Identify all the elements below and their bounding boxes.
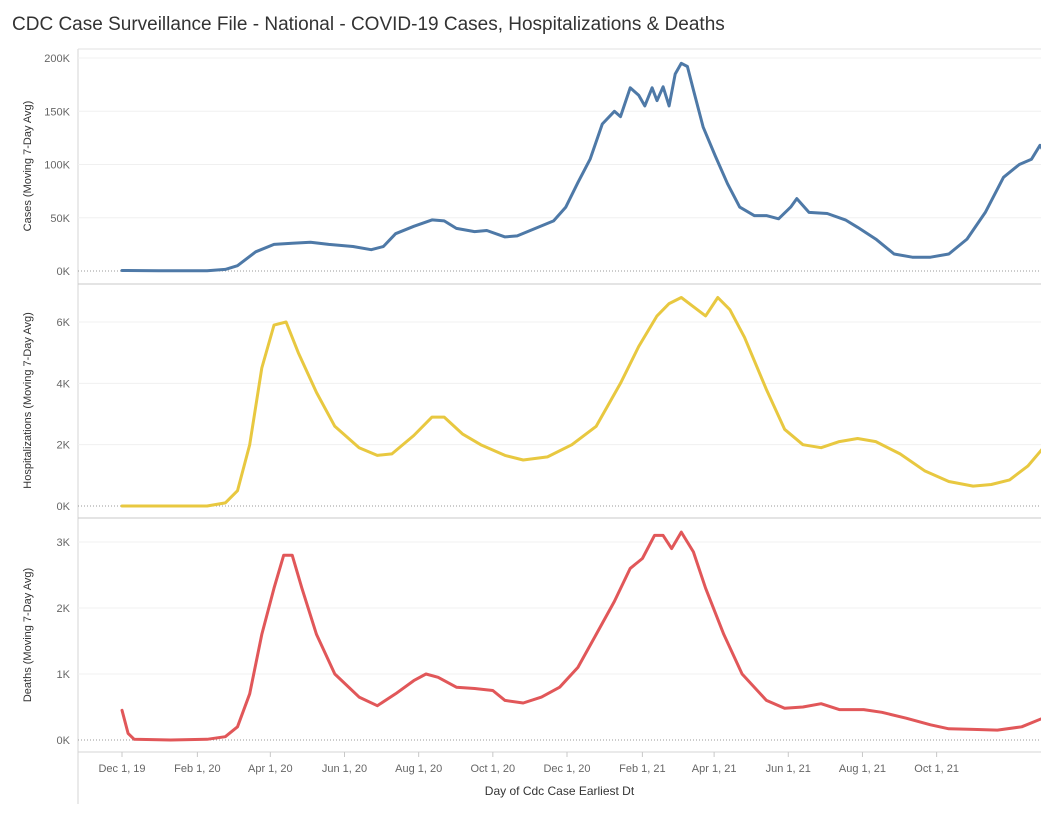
y-tick-label: 200K bbox=[44, 53, 70, 65]
y-tick-label: 0K bbox=[57, 735, 71, 747]
hospitalizations-axis-label: Hospitalizations (Moving 7-Day Avg) bbox=[22, 312, 34, 488]
page-title: CDC Case Surveillance File - National - … bbox=[12, 14, 725, 35]
y-tick-label: 0K bbox=[57, 501, 71, 513]
y-tick-label: 3K bbox=[57, 537, 71, 549]
x-tick-label: Dec 1, 20 bbox=[543, 763, 590, 775]
x-tick-label: Oct 1, 20 bbox=[471, 763, 516, 775]
x-tick-label: Aug 1, 21 bbox=[839, 763, 886, 775]
cases-series-line bbox=[120, 61, 1041, 273]
x-tick-label: Oct 1, 21 bbox=[914, 763, 959, 775]
x-tick-label: Apr 1, 20 bbox=[248, 763, 293, 775]
x-tick-label: Feb 1, 20 bbox=[174, 763, 220, 775]
y-tick-label: 150K bbox=[44, 106, 70, 118]
hospitalizations-series-line bbox=[120, 296, 1041, 508]
x-axis-label: Day of Cdc Case Earliest Dt bbox=[485, 784, 635, 798]
x-tick-label: Apr 1, 21 bbox=[692, 763, 737, 775]
y-tick-label: 4K bbox=[57, 378, 71, 390]
y-tick-label: 100K bbox=[44, 160, 70, 172]
x-tick-label: Dec 1, 19 bbox=[98, 763, 145, 775]
y-tick-label: 0K bbox=[57, 266, 71, 278]
deaths-axis-label: Deaths (Moving 7-Day Avg) bbox=[22, 568, 34, 702]
deaths-series-line bbox=[120, 530, 1041, 742]
cases-axis-label: Cases (Moving 7-Day Avg) bbox=[22, 101, 34, 232]
y-tick-label: 50K bbox=[50, 213, 70, 225]
x-tick-label: Aug 1, 20 bbox=[395, 763, 442, 775]
x-tick-label: Jun 1, 20 bbox=[322, 763, 367, 775]
y-tick-label: 2K bbox=[57, 440, 71, 452]
x-tick-label: Jun 1, 21 bbox=[766, 763, 811, 775]
y-tick-label: 2K bbox=[57, 603, 71, 615]
y-tick-label: 6K bbox=[57, 317, 71, 329]
x-tick-label: Feb 1, 21 bbox=[619, 763, 665, 775]
y-tick-label: 1K bbox=[57, 669, 71, 681]
